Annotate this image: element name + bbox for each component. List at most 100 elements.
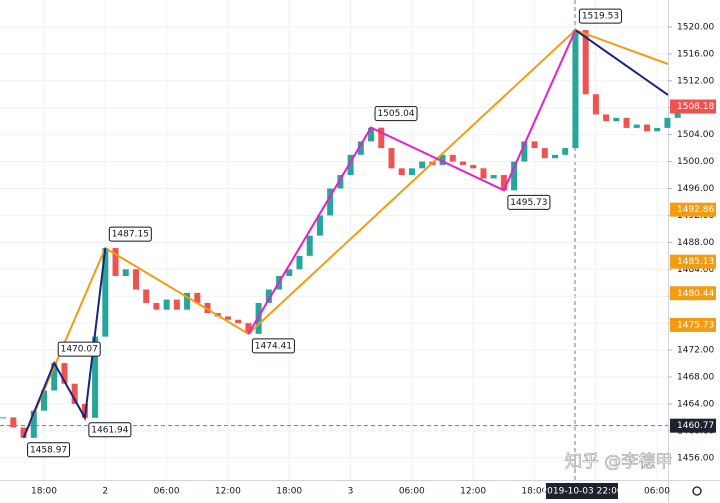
zigzag-line [22,247,107,439]
candle [316,215,323,236]
price-marker-label: 1475.73 [677,320,714,330]
candle [10,417,17,428]
candle [224,316,231,320]
candle [603,114,610,122]
pivot-label: 1495.73 [510,198,547,208]
x-tick-label: 06:00 [644,487,670,497]
candle [633,124,640,128]
price-marker [670,254,716,269]
candle [327,188,334,216]
candle [184,292,191,310]
candle [337,175,344,189]
x-tick-label: 12:00 [215,487,241,497]
candle [286,269,293,277]
candle [235,319,242,324]
crosshair-time-label: 2019-10-03 22:00 [541,487,622,497]
candle [30,410,37,438]
candle [541,148,548,159]
candle [51,363,58,391]
candle [480,168,487,179]
candle [173,299,180,310]
pivot-label-box [374,106,418,122]
candle [71,383,78,404]
crosshair-price-label: 1460.77 [677,421,714,431]
candle [368,127,375,142]
pivot-label-box [251,338,295,354]
candle [296,255,303,270]
zigzag-line [574,29,669,96]
pivot-label: 1519.53 [582,12,619,22]
pivot-label: 1470.07 [61,345,98,355]
y-tick-label: 1496.00 [677,184,714,194]
pivot-label-box [88,422,132,438]
candle [572,30,579,149]
candle [470,164,477,169]
candle [61,363,68,384]
candle [439,154,446,165]
y-tick-label: 1456.00 [677,453,714,463]
candle [112,248,119,277]
candle [408,168,415,176]
y-tick-label: 1484.00 [677,265,714,275]
y-tick-label: 1504.00 [677,130,714,140]
settings-icon[interactable] [692,486,702,496]
x-tick-label: 18:00 [521,487,547,497]
candle [388,148,395,169]
candle [245,323,252,334]
pivot-label-box [578,8,622,24]
candle [122,269,129,277]
price-marker [670,202,716,217]
x-tick-label: 06:00 [154,487,180,497]
candle [500,175,507,191]
x-tick-label: 12:00 [460,487,486,497]
candle [562,148,569,155]
price-marker-label: 1480.44 [677,289,714,299]
candle [654,127,661,132]
candle [449,154,456,162]
candle [92,336,99,418]
pivot-label-box [507,194,551,210]
watermark-text: 知乎 @李德甲 [565,452,672,472]
candle [41,390,47,411]
candle [153,302,160,310]
pivot-label-box [57,341,101,357]
candle [143,289,150,303]
x-tick-label: 18:00 [31,487,57,497]
candle [623,117,630,128]
candle [511,161,518,191]
candle [0,417,7,419]
candle [531,141,538,149]
candle [378,127,385,149]
y-tick-label: 1488.00 [677,238,714,248]
x-tick-label: 3 [348,487,354,497]
pivot-label: 1505.04 [377,109,414,119]
crosshair-time-box [546,483,618,499]
pivot-label: 1461.94 [91,425,128,435]
y-tick-label: 1500.00 [677,157,714,167]
y-tick-label: 1520.00 [677,22,714,32]
candle [204,302,211,314]
y-tick-label: 1516.00 [677,49,714,59]
x-tick-label: 06:00 [399,487,425,497]
candle [490,175,497,179]
watermark: 知乎 @李德甲 [565,452,673,473]
candle [265,289,272,303]
x-tick-label: 18:00 [276,487,302,497]
pivot-label-box [108,226,152,242]
x-tick-label: 2 [102,487,108,497]
candle [102,248,109,337]
y-tick-label: 1472.00 [677,346,714,356]
candle [132,269,139,290]
candle [419,161,426,169]
pivot-label: 1458.97 [30,445,67,455]
pivot-label-box [27,442,71,458]
candle [20,427,27,438]
candle [194,292,201,303]
price-marker-label: 1492.86 [677,205,714,215]
zigzag-line [247,29,577,335]
price-marker [670,317,716,332]
candle [552,154,558,159]
candle [643,124,650,132]
candle [347,154,354,176]
